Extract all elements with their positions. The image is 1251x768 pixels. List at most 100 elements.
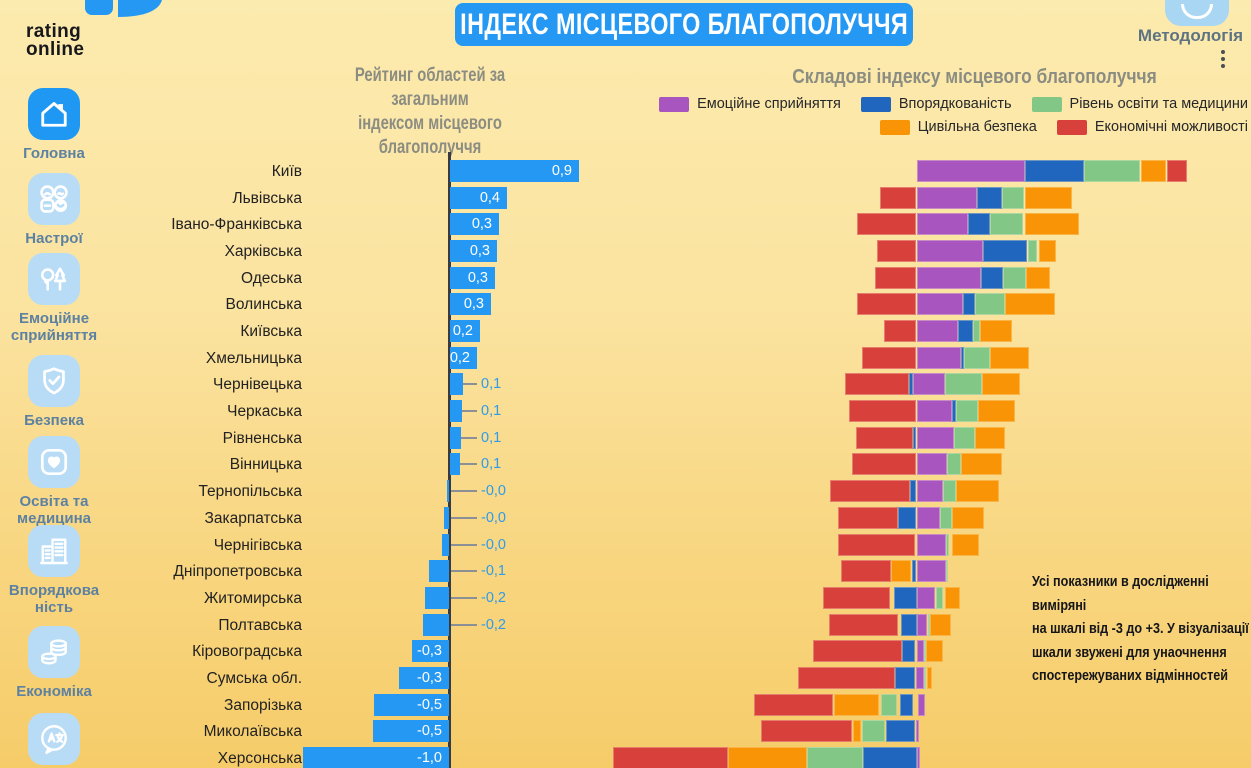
segment-red[interactable] bbox=[613, 746, 728, 768]
sidebar-item-moods[interactable]: Настрої bbox=[0, 173, 108, 247]
segment-green[interactable] bbox=[928, 613, 930, 636]
rank-bar[interactable]: -0,3 bbox=[412, 640, 449, 663]
segment-green[interactable] bbox=[947, 453, 961, 476]
segment-green[interactable] bbox=[990, 213, 1023, 236]
segment-blue[interactable] bbox=[886, 720, 915, 743]
segment-purple[interactable] bbox=[917, 346, 961, 369]
segment-red[interactable] bbox=[1167, 160, 1187, 182]
segment-purple[interactable] bbox=[917, 613, 927, 636]
segment-blue[interactable] bbox=[983, 240, 1027, 263]
segment-purple[interactable] bbox=[917, 533, 946, 556]
segment-purple[interactable] bbox=[917, 506, 940, 529]
segment-orange[interactable] bbox=[945, 586, 960, 609]
segment-red[interactable] bbox=[845, 373, 909, 396]
rank-bar[interactable]: 0,2 bbox=[450, 320, 480, 343]
segment-purple[interactable] bbox=[918, 693, 925, 716]
rank-bar[interactable] bbox=[450, 400, 462, 423]
rank-bar[interactable]: 0,9 bbox=[450, 160, 579, 182]
segment-orange[interactable] bbox=[1039, 240, 1056, 263]
segment-blue[interactable] bbox=[909, 373, 913, 396]
segment-purple[interactable] bbox=[917, 160, 1025, 182]
segment-red[interactable] bbox=[875, 266, 916, 289]
segment-blue[interactable] bbox=[981, 266, 1003, 289]
segment-blue[interactable] bbox=[913, 426, 916, 449]
rank-bar[interactable]: -0,3 bbox=[399, 666, 449, 689]
segment-red[interactable] bbox=[841, 560, 891, 583]
segment-green[interactable] bbox=[1084, 160, 1140, 182]
rank-bar[interactable] bbox=[450, 373, 463, 396]
segment-green[interactable] bbox=[1002, 186, 1024, 209]
segment-orange[interactable] bbox=[982, 373, 1020, 396]
segment-red[interactable] bbox=[852, 453, 916, 476]
sidebar-item-safety[interactable]: Безпека bbox=[0, 355, 108, 429]
segment-orange[interactable] bbox=[1025, 213, 1079, 236]
segment-red[interactable] bbox=[862, 346, 916, 369]
segment-purple[interactable] bbox=[917, 453, 947, 476]
segment-orange[interactable] bbox=[926, 640, 943, 663]
help-icon[interactable] bbox=[1165, 0, 1229, 26]
segment-purple[interactable] bbox=[916, 666, 924, 689]
segment-orange[interactable] bbox=[990, 346, 1029, 369]
segment-red[interactable] bbox=[823, 586, 890, 609]
sidebar-item-emotional[interactable]: Емоційне сприйняття bbox=[0, 253, 108, 344]
rank-bar[interactable]: -0,5 bbox=[374, 693, 449, 716]
segment-purple[interactable] bbox=[917, 586, 935, 609]
segment-purple[interactable] bbox=[917, 213, 968, 236]
segment-purple[interactable] bbox=[917, 266, 981, 289]
segment-orange[interactable] bbox=[952, 506, 984, 529]
segment-red[interactable] bbox=[754, 693, 833, 716]
segment-purple[interactable] bbox=[913, 373, 945, 396]
segment-green[interactable] bbox=[924, 666, 926, 689]
segment-green[interactable] bbox=[973, 320, 980, 343]
segment-green[interactable] bbox=[975, 293, 1005, 316]
segment-red[interactable] bbox=[849, 400, 916, 423]
segment-blue[interactable] bbox=[901, 613, 917, 636]
segment-blue[interactable] bbox=[977, 186, 1002, 209]
segment-orange[interactable] bbox=[1141, 160, 1166, 182]
rank-bar[interactable]: 0,3 bbox=[450, 213, 499, 236]
rank-bar[interactable]: -1,0 bbox=[303, 746, 449, 768]
rank-bar[interactable]: 0,3 bbox=[450, 240, 497, 263]
rank-bar[interactable] bbox=[450, 453, 460, 476]
segment-blue[interactable] bbox=[910, 480, 916, 503]
segment-blue[interactable] bbox=[958, 320, 973, 343]
rank-bar[interactable]: 0,3 bbox=[450, 266, 495, 289]
segment-orange[interactable] bbox=[1025, 186, 1072, 209]
segment-green[interactable] bbox=[943, 480, 956, 503]
methodology-link[interactable]: Методологія bbox=[1137, 26, 1243, 45]
segment-purple[interactable] bbox=[917, 480, 943, 503]
rank-bar[interactable]: 0,4 bbox=[450, 186, 507, 209]
segment-orange[interactable] bbox=[728, 746, 807, 768]
segment-purple[interactable] bbox=[917, 293, 963, 316]
rank-bar[interactable]: -0,5 bbox=[373, 720, 449, 743]
segment-orange[interactable] bbox=[952, 533, 979, 556]
segment-purple[interactable] bbox=[917, 400, 952, 423]
segment-orange[interactable] bbox=[930, 613, 951, 636]
segment-orange[interactable] bbox=[891, 560, 911, 583]
rank-bar[interactable]: 0,2 bbox=[450, 346, 477, 369]
segment-red[interactable] bbox=[884, 320, 916, 343]
segment-purple[interactable] bbox=[917, 560, 946, 583]
segment-green[interactable] bbox=[1003, 266, 1026, 289]
segment-red[interactable] bbox=[857, 213, 916, 236]
segment-blue[interactable] bbox=[912, 560, 916, 583]
segment-blue[interactable] bbox=[894, 586, 917, 609]
sidebar-item-home[interactable]: Головна bbox=[0, 88, 108, 162]
segment-green[interactable] bbox=[940, 506, 952, 529]
segment-red[interactable] bbox=[838, 533, 915, 556]
segment-purple[interactable] bbox=[917, 240, 983, 263]
segment-green[interactable] bbox=[862, 720, 885, 743]
segment-red[interactable] bbox=[856, 426, 913, 449]
rank-bar[interactable] bbox=[450, 426, 461, 449]
segment-green[interactable] bbox=[924, 640, 926, 663]
sidebar-item-orderliness[interactable]: Впорядкованість bbox=[0, 525, 108, 616]
segment-blue[interactable] bbox=[895, 666, 915, 689]
segment-orange[interactable] bbox=[975, 426, 1005, 449]
segment-green[interactable] bbox=[946, 533, 949, 556]
rank-bar[interactable]: 0,3 bbox=[450, 293, 491, 316]
segment-green[interactable] bbox=[1028, 240, 1037, 263]
segment-green[interactable] bbox=[945, 373, 982, 396]
segment-red[interactable] bbox=[877, 240, 916, 263]
segment-red[interactable] bbox=[829, 613, 898, 636]
segment-green[interactable] bbox=[807, 746, 863, 768]
